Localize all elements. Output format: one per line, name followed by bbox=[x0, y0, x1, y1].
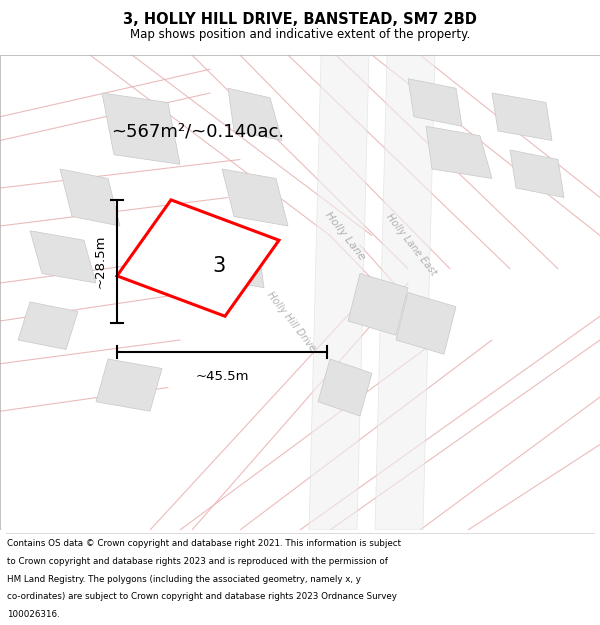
Polygon shape bbox=[348, 274, 408, 335]
Text: ~28.5m: ~28.5m bbox=[93, 235, 106, 288]
Text: to Crown copyright and database rights 2023 and is reproduced with the permissio: to Crown copyright and database rights 2… bbox=[7, 557, 388, 566]
Polygon shape bbox=[30, 231, 96, 283]
Text: co-ordinates) are subject to Crown copyright and database rights 2023 Ordnance S: co-ordinates) are subject to Crown copyr… bbox=[7, 592, 397, 601]
Text: Map shows position and indicative extent of the property.: Map shows position and indicative extent… bbox=[130, 28, 470, 41]
Polygon shape bbox=[228, 88, 282, 141]
Text: Holly Lane: Holly Lane bbox=[323, 209, 367, 262]
Text: ~567m²/~0.140ac.: ~567m²/~0.140ac. bbox=[111, 122, 284, 140]
Polygon shape bbox=[117, 200, 279, 316]
Text: Holly Hill Drive: Holly Hill Drive bbox=[265, 289, 317, 352]
Polygon shape bbox=[204, 236, 264, 288]
Polygon shape bbox=[96, 359, 162, 411]
Text: Contains OS data © Crown copyright and database right 2021. This information is : Contains OS data © Crown copyright and d… bbox=[7, 539, 401, 549]
Polygon shape bbox=[492, 93, 552, 141]
Polygon shape bbox=[408, 79, 462, 126]
Text: HM Land Registry. The polygons (including the associated geometry, namely x, y: HM Land Registry. The polygons (includin… bbox=[7, 574, 361, 584]
Text: 3, HOLLY HILL DRIVE, BANSTEAD, SM7 2BD: 3, HOLLY HILL DRIVE, BANSTEAD, SM7 2BD bbox=[123, 12, 477, 27]
Text: ~45.5m: ~45.5m bbox=[195, 370, 249, 383]
Polygon shape bbox=[318, 359, 372, 416]
Text: 3: 3 bbox=[212, 256, 226, 276]
Polygon shape bbox=[396, 292, 456, 354]
Polygon shape bbox=[510, 150, 564, 198]
Text: Holly Lane East: Holly Lane East bbox=[384, 212, 438, 278]
Text: 100026316.: 100026316. bbox=[7, 610, 60, 619]
Polygon shape bbox=[375, 55, 435, 530]
Polygon shape bbox=[18, 302, 78, 349]
Polygon shape bbox=[102, 93, 180, 164]
Polygon shape bbox=[426, 126, 492, 179]
Polygon shape bbox=[309, 55, 369, 530]
Polygon shape bbox=[60, 169, 120, 226]
Polygon shape bbox=[222, 169, 288, 226]
